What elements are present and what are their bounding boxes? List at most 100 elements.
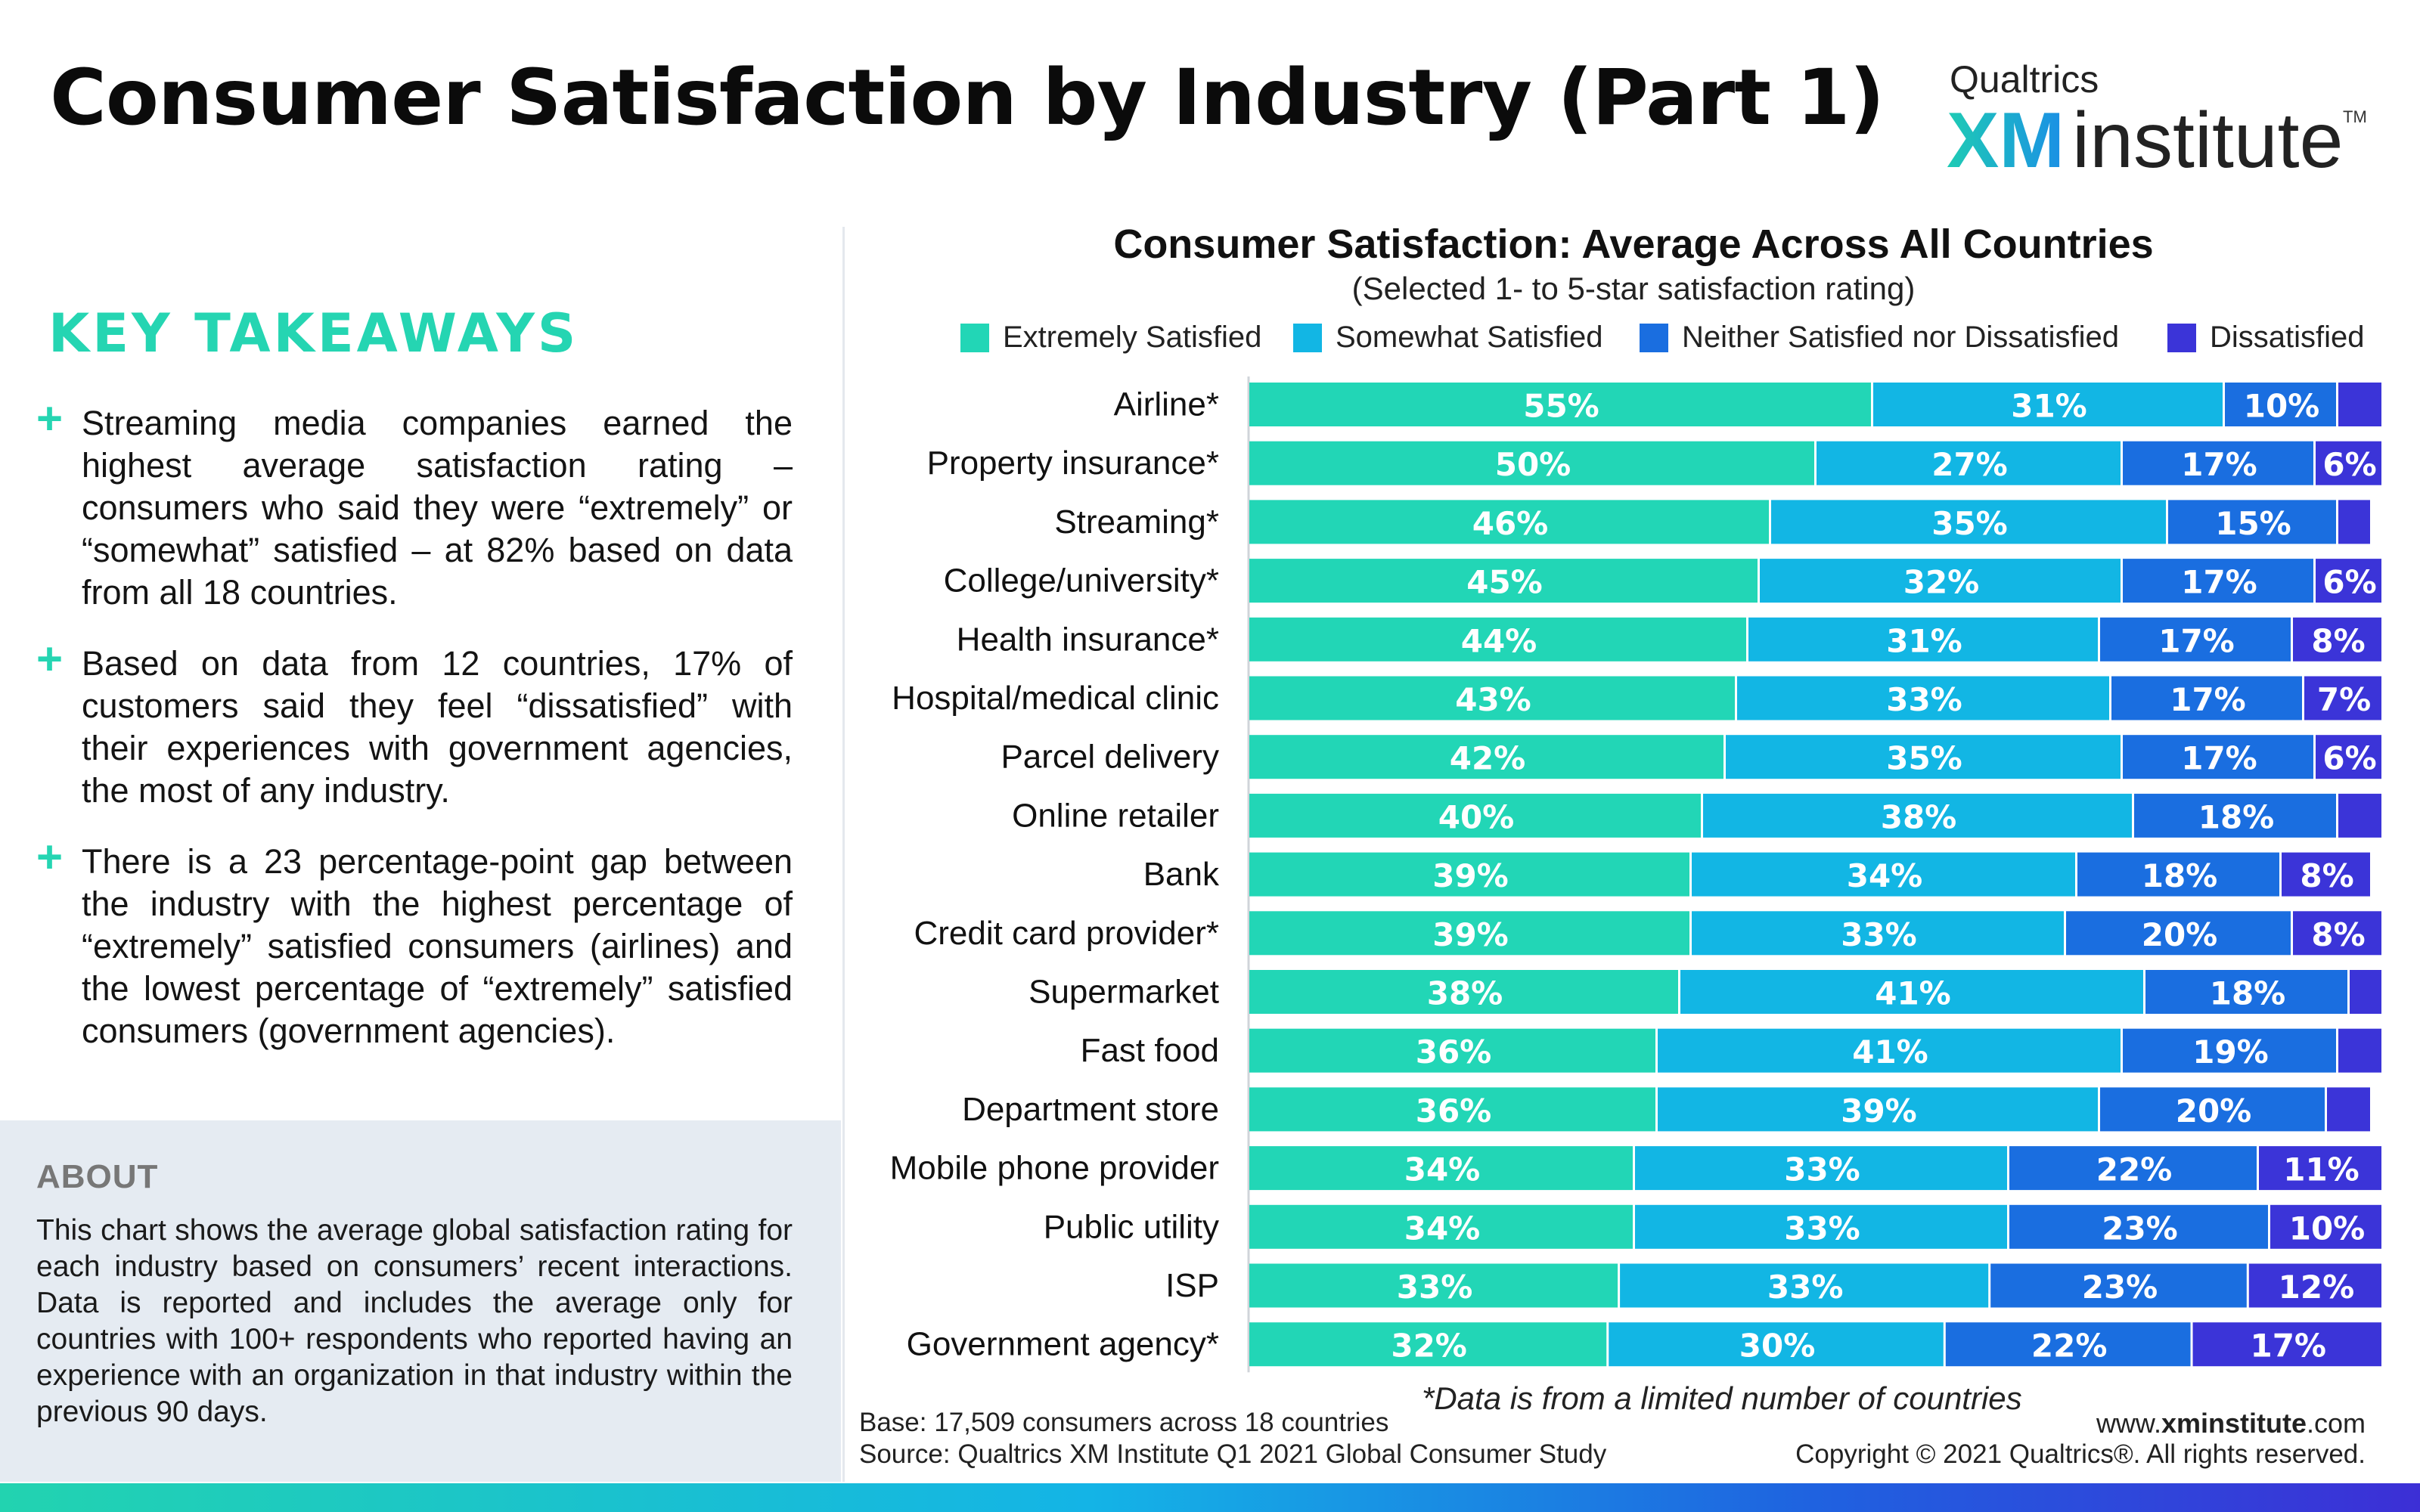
chart-footnote: *Data is from a limited number of countr… [1422, 1380, 2022, 1416]
bar-segment [2123, 559, 2313, 603]
data-label: 23% [2082, 1269, 2158, 1306]
bar-segment [2123, 441, 2313, 485]
logo-qualtrics-text: Qualtrics [1950, 58, 2099, 101]
data-label: 17% [2250, 1328, 2326, 1365]
bar-segment [1692, 911, 2064, 956]
bar-segment [2338, 793, 2381, 838]
legend-label: Somewhat Satisfied [1336, 321, 1603, 354]
bar-segment [2293, 617, 2381, 662]
category-label: Department store [962, 1091, 1219, 1128]
category-label: Government agency* [907, 1326, 1219, 1363]
data-label: 20% [2142, 916, 2218, 953]
data-label: 36% [1416, 1092, 1492, 1129]
bar-segment [1737, 676, 2109, 720]
category-label: Health insurance* [957, 621, 1219, 658]
bar-segment [1726, 735, 2121, 779]
data-label: 20% [2176, 1092, 2252, 1129]
data-label: 22% [2096, 1151, 2173, 1188]
data-label: 43% [1455, 681, 1531, 718]
category-label: College/university* [944, 562, 1219, 600]
legend-swatch [960, 323, 989, 352]
bar-segment [2338, 383, 2381, 426]
data-label: 39% [1432, 916, 1509, 953]
takeaway-item: + Based on data from 12 countries, 17% o… [36, 637, 793, 812]
bar-segment [2316, 559, 2381, 603]
data-label: 23% [2102, 1210, 2178, 1247]
data-label: 35% [1886, 740, 1962, 777]
takeaway-text: Based on data from 12 countries, 17% of … [82, 644, 793, 810]
legend-item-neither: Neither Satisfied nor Dissatisfied [1640, 321, 2119, 355]
data-label: 17% [2181, 740, 2257, 777]
data-label: 7% [2317, 681, 2371, 718]
category-label: Mobile phone provider [890, 1150, 1219, 1187]
footer-gradient-bar [0, 1483, 2420, 1512]
category-label: Hospital/medical clinic [892, 680, 1219, 717]
base-note: Base: 17,509 consumers across 18 countri… [859, 1408, 1389, 1437]
bar-segment [1249, 793, 1701, 838]
bar-segment [2259, 1146, 2381, 1191]
bar-segment [1990, 1263, 2247, 1308]
data-label: 41% [1852, 1033, 1928, 1070]
plus-icon: + [36, 393, 64, 444]
bar-segment [2066, 911, 2291, 956]
website-prefix: www. [2096, 1408, 2161, 1439]
website-link[interactable]: www.xminstitute.com [2096, 1408, 2366, 1439]
bar-segment [2123, 735, 2313, 779]
legend-item-somewhat-satisfied: Somewhat Satisfied [1293, 321, 1603, 355]
data-label: 18% [2210, 975, 2286, 1012]
bar-segment [1249, 1146, 1633, 1191]
bar-segment [1658, 1087, 2098, 1132]
category-label: Credit card provider* [914, 915, 1220, 952]
legend-swatch [2167, 323, 2196, 352]
data-label: 31% [2011, 388, 2087, 425]
legend-swatch [1293, 323, 1322, 352]
logo-institute-text: institute [2072, 97, 2344, 184]
category-label: Supermarket [1028, 974, 1219, 1011]
bar-segment [1703, 793, 2132, 838]
data-label: 17% [2181, 564, 2257, 601]
bar-segment [1760, 559, 2121, 603]
bar-segment [2100, 617, 2291, 662]
bar-segment [2077, 852, 2279, 897]
bar-segment [1249, 383, 1871, 426]
source-note: Source: Qualtrics XM Institute Q1 2021 G… [859, 1439, 1607, 1469]
data-label: 8% [2311, 622, 2365, 659]
bar-segment [1249, 1204, 1633, 1249]
copyright-note: Copyright © 2021 Qualtrics®. All rights … [1795, 1439, 2366, 1469]
data-label: 34% [1404, 1151, 1481, 1188]
legend-label: Dissatisfied [2210, 321, 2365, 354]
about-box: ABOUT This chart shows the average globa… [0, 1120, 841, 1482]
data-label: 33% [1841, 916, 1917, 953]
bar-segment [1249, 970, 1678, 1014]
plus-icon: + [36, 832, 64, 882]
bar-segment [1249, 500, 1769, 544]
bar-segment [2123, 1028, 2336, 1073]
about-title: ABOUT [36, 1158, 159, 1195]
bar-segment [2192, 1322, 2381, 1367]
data-label: 19% [2192, 1033, 2269, 1070]
key-takeaways-title: KEY TAKEAWAYS [48, 302, 579, 364]
bar-segment [1249, 911, 1689, 956]
data-label: 32% [1391, 1328, 1467, 1365]
data-label: 33% [1784, 1151, 1860, 1188]
data-label: 38% [1881, 798, 1957, 835]
data-label: 10% [2244, 388, 2320, 425]
plus-icon: + [36, 634, 64, 684]
data-label: 8% [2311, 916, 2365, 953]
bar-segment [2009, 1204, 2268, 1249]
data-label: 45% [1466, 564, 1543, 601]
bar-segment [1817, 441, 2121, 485]
bar-segment [1249, 559, 1758, 603]
bar-segment [2225, 383, 2336, 426]
data-label: 33% [1767, 1269, 1844, 1306]
category-label: Airline* [1114, 386, 1219, 423]
website-suffix: .com [2306, 1408, 2366, 1439]
data-label: 30% [1739, 1328, 1816, 1365]
category-label: Public utility [1044, 1208, 1219, 1245]
category-label: Fast food [1081, 1032, 1219, 1069]
bar-segment [2338, 500, 2370, 544]
data-label: 33% [1886, 681, 1962, 718]
data-label: 34% [1847, 857, 1923, 894]
bar-segment [2293, 911, 2381, 956]
data-label: 55% [1523, 388, 1599, 425]
